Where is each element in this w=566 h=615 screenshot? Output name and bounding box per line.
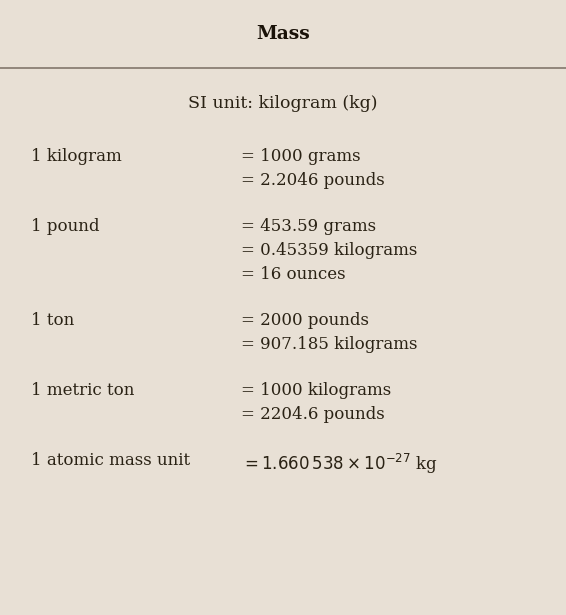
Text: = 453.59 grams: = 453.59 grams bbox=[241, 218, 376, 235]
Text: = 1000 grams: = 1000 grams bbox=[241, 148, 360, 165]
Text: = 0.45359 kilograms: = 0.45359 kilograms bbox=[241, 242, 417, 259]
Text: = 907.185 kilograms: = 907.185 kilograms bbox=[241, 336, 417, 353]
Text: = 16 ounces: = 16 ounces bbox=[241, 266, 345, 283]
Text: = 2204.6 pounds: = 2204.6 pounds bbox=[241, 406, 384, 423]
Text: 1 kilogram: 1 kilogram bbox=[31, 148, 122, 165]
Text: = 2.2046 pounds: = 2.2046 pounds bbox=[241, 172, 384, 189]
Text: 1 metric ton: 1 metric ton bbox=[31, 382, 135, 399]
Text: = 1000 kilograms: = 1000 kilograms bbox=[241, 382, 391, 399]
Text: SI unit: kilogram (kg): SI unit: kilogram (kg) bbox=[188, 95, 378, 111]
Text: 1 pound: 1 pound bbox=[31, 218, 100, 235]
Text: 1 atomic mass unit: 1 atomic mass unit bbox=[31, 452, 190, 469]
Text: Mass: Mass bbox=[256, 25, 310, 43]
Text: $= 1.660\,538 \times 10^{-27}$ kg: $= 1.660\,538 \times 10^{-27}$ kg bbox=[241, 452, 438, 476]
Text: 1 ton: 1 ton bbox=[31, 312, 74, 329]
Text: = 2000 pounds: = 2000 pounds bbox=[241, 312, 368, 329]
